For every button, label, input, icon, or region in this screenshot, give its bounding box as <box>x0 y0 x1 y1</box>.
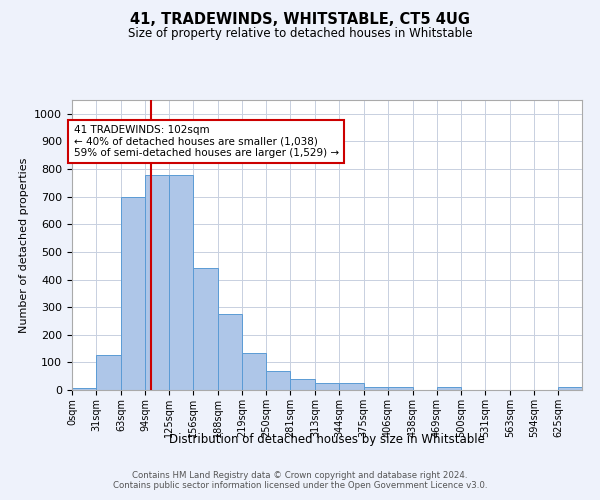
Bar <box>169 175 193 390</box>
Bar <box>290 379 316 390</box>
Bar <box>437 386 461 390</box>
Bar <box>193 268 218 390</box>
Bar <box>96 355 121 390</box>
Bar <box>145 175 169 390</box>
Bar <box>242 354 266 390</box>
Text: Distribution of detached houses by size in Whitstable: Distribution of detached houses by size … <box>169 432 485 446</box>
Bar <box>316 383 340 390</box>
Bar <box>121 196 145 390</box>
Bar <box>558 386 582 390</box>
Text: 41, TRADEWINDS, WHITSTABLE, CT5 4UG: 41, TRADEWINDS, WHITSTABLE, CT5 4UG <box>130 12 470 28</box>
Bar <box>364 386 388 390</box>
Text: Contains HM Land Registry data © Crown copyright and database right 2024.
Contai: Contains HM Land Registry data © Crown c… <box>113 470 487 490</box>
Bar <box>388 386 413 390</box>
Bar <box>72 388 96 390</box>
Bar <box>340 383 364 390</box>
Text: Size of property relative to detached houses in Whitstable: Size of property relative to detached ho… <box>128 28 472 40</box>
Bar <box>218 314 242 390</box>
Bar <box>266 370 290 390</box>
Y-axis label: Number of detached properties: Number of detached properties <box>19 158 29 332</box>
Text: 41 TRADEWINDS: 102sqm
← 40% of detached houses are smaller (1,038)
59% of semi-d: 41 TRADEWINDS: 102sqm ← 40% of detached … <box>74 125 338 158</box>
